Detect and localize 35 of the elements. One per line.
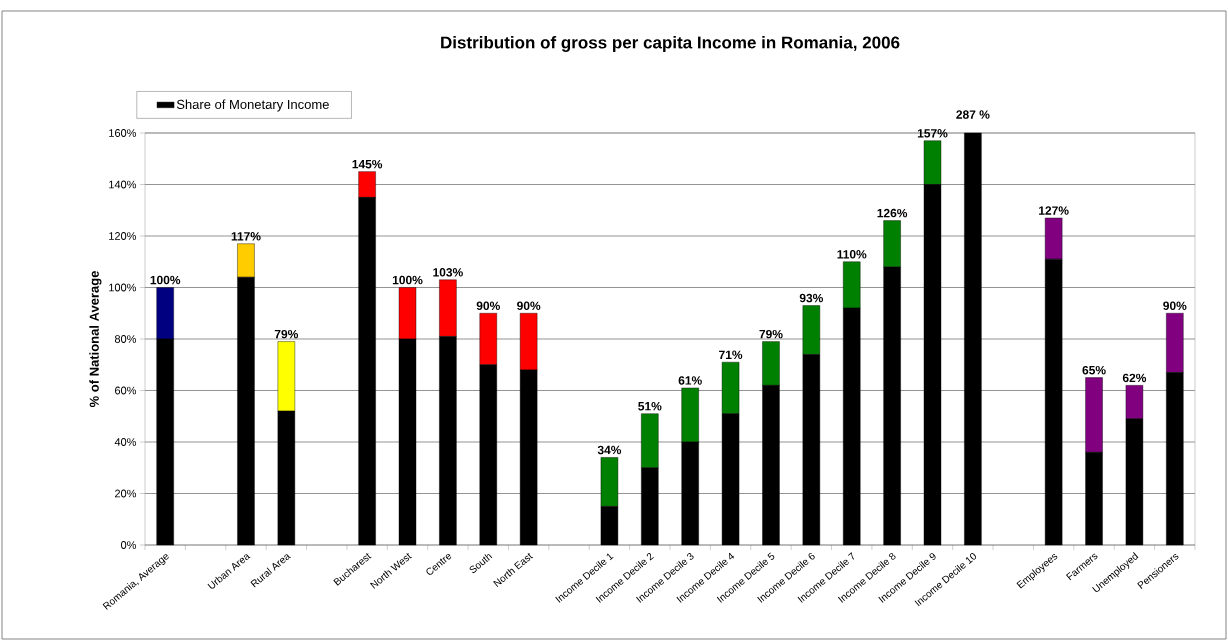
y-tick-label: 0% — [121, 541, 137, 549]
y-tick-label: 60% — [115, 386, 137, 395]
annotation: 62% — [1122, 373, 1147, 383]
annotation: 103% — [433, 268, 463, 277]
annotation: 126% — [877, 208, 908, 218]
annotation: 61% — [678, 376, 702, 385]
y-tick-label: 40% — [114, 438, 137, 446]
annotation: 100% — [392, 275, 423, 285]
y-axis-title: % of National Average — [89, 271, 102, 408]
annotation: 117% — [231, 232, 261, 241]
y-tick-label: 160% — [109, 129, 137, 137]
annotation: 34% — [597, 445, 622, 455]
annotation: 90% — [476, 301, 500, 311]
chart-title: Distribution of gross per capita Income in Romania, 2006 — [441, 36, 900, 52]
annotation: 51% — [638, 402, 662, 411]
text: 287 % — [956, 110, 990, 119]
annotation: 79% — [274, 329, 299, 339]
annotation: 90% — [517, 301, 541, 311]
annotation: 110% — [837, 250, 867, 259]
y-tick-label: 20% — [115, 489, 137, 498]
annotation: 79% — [759, 329, 783, 339]
annotation: 145% — [352, 159, 383, 169]
annotation: 90% — [1163, 301, 1187, 311]
annotation: 127% — [1039, 206, 1069, 215]
y-tick-label: 100% — [109, 283, 137, 292]
y-tick-label: 80% — [114, 335, 137, 343]
y-tick-label: 140% — [109, 180, 137, 189]
annotation: 65% — [1082, 365, 1106, 375]
y-tick-label: 120% — [109, 232, 137, 240]
annotation: 100% — [150, 275, 181, 285]
legend-label: Share of Monetary Income — [176, 99, 329, 112]
bar — [964, 132, 982, 546]
annotation: 93% — [799, 293, 824, 303]
annotation: 157% — [917, 129, 948, 138]
annotation: 71% — [719, 350, 743, 359]
